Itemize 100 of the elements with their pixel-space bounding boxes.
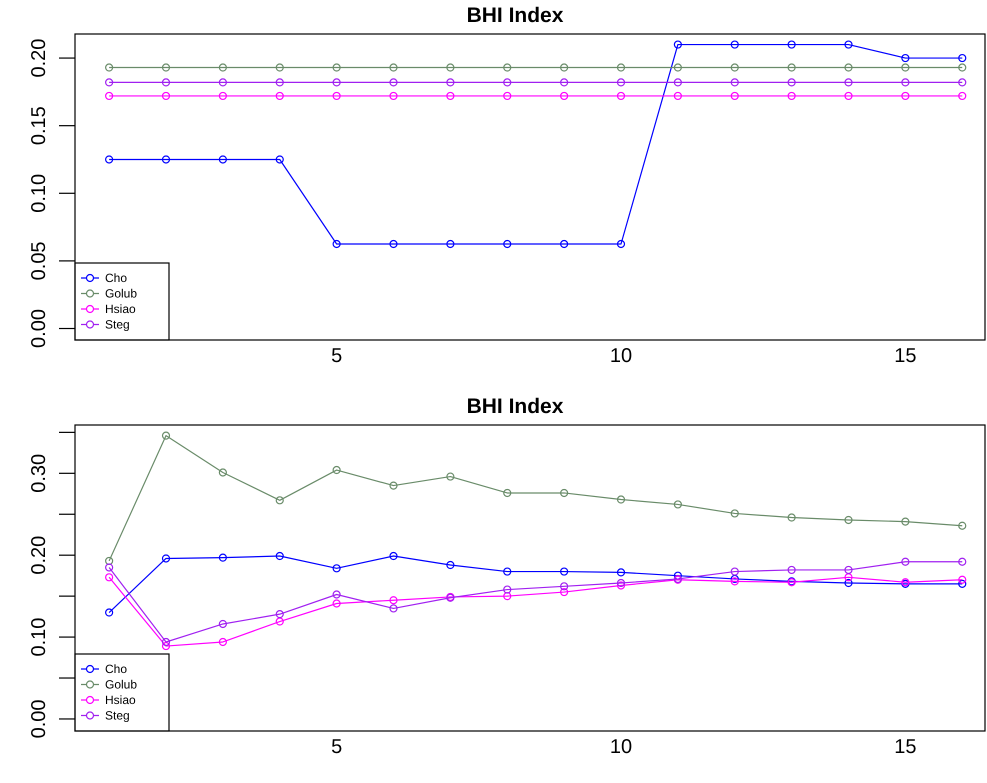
point — [844, 516, 853, 524]
point — [616, 92, 626, 100]
point — [730, 78, 739, 87]
legend-label: Cho — [105, 662, 128, 676]
point — [218, 78, 227, 87]
point — [730, 567, 739, 576]
chart-title: BHI Index — [466, 395, 564, 418]
point — [332, 564, 341, 572]
point — [844, 63, 853, 72]
point — [503, 567, 512, 576]
point — [788, 63, 796, 72]
point — [332, 63, 341, 72]
point — [674, 78, 682, 87]
point — [560, 567, 568, 576]
point — [958, 522, 966, 530]
point — [446, 92, 454, 100]
point — [674, 500, 682, 509]
x-tick-label: 5 — [331, 345, 342, 367]
point — [162, 155, 170, 164]
x-tick-label: 15 — [894, 345, 916, 367]
point — [901, 78, 910, 87]
point — [276, 155, 284, 164]
point — [560, 78, 568, 87]
point — [446, 240, 454, 248]
point — [503, 592, 512, 600]
point — [162, 638, 170, 646]
point — [389, 481, 398, 490]
point — [162, 78, 170, 87]
point — [503, 63, 512, 72]
point — [730, 63, 739, 72]
point — [616, 63, 626, 72]
point — [674, 92, 682, 100]
point — [958, 78, 966, 87]
point — [162, 554, 170, 563]
point — [730, 92, 739, 100]
point — [276, 552, 284, 560]
point — [389, 78, 398, 87]
point — [958, 580, 966, 588]
point — [788, 92, 796, 100]
point — [616, 578, 626, 588]
point — [218, 638, 227, 646]
point — [901, 54, 910, 62]
point — [958, 54, 966, 62]
legend-label: Steg — [105, 708, 130, 723]
point — [616, 495, 626, 504]
point — [730, 574, 739, 584]
point — [730, 509, 739, 518]
legend-label: Steg — [105, 318, 130, 332]
x-tick-label: 5 — [331, 736, 342, 758]
point — [276, 63, 284, 72]
point — [105, 78, 114, 87]
point — [788, 40, 796, 49]
point — [788, 78, 796, 87]
x-tick-label: 15 — [894, 736, 916, 758]
point — [389, 552, 398, 560]
point — [389, 240, 398, 248]
point — [389, 596, 398, 604]
point — [958, 92, 966, 100]
y-tick-label: 0.10 — [28, 618, 50, 657]
point — [332, 78, 341, 87]
point — [105, 608, 114, 617]
point — [332, 590, 341, 599]
y-tick-label: 0.20 — [28, 536, 50, 575]
legend-label: Cho — [105, 271, 128, 286]
point — [788, 513, 796, 522]
x-tick-label: 10 — [610, 736, 632, 758]
point — [560, 92, 568, 100]
point — [446, 472, 454, 481]
point — [389, 63, 398, 72]
point — [560, 240, 568, 248]
point — [162, 432, 170, 440]
point — [162, 63, 170, 72]
point — [560, 582, 568, 590]
point — [901, 92, 910, 100]
point — [332, 599, 341, 608]
point — [844, 566, 853, 574]
x-tick-label: 10 — [610, 345, 632, 367]
point — [616, 568, 626, 576]
y-tick-label: 0.05 — [28, 241, 50, 280]
point — [674, 572, 682, 580]
point — [958, 558, 966, 566]
point — [218, 92, 227, 100]
point — [503, 240, 512, 248]
point — [218, 554, 227, 562]
point — [162, 642, 170, 650]
point — [105, 155, 114, 164]
point — [276, 78, 284, 87]
point — [901, 518, 910, 526]
point — [218, 155, 227, 164]
point — [105, 563, 114, 572]
point — [844, 578, 853, 588]
y-tick-label: 0.15 — [28, 106, 50, 146]
point — [616, 240, 626, 248]
point — [276, 610, 284, 618]
point — [503, 92, 512, 100]
point — [730, 40, 739, 49]
point — [105, 92, 114, 100]
point — [958, 576, 966, 584]
point — [844, 78, 853, 87]
point — [844, 573, 853, 582]
